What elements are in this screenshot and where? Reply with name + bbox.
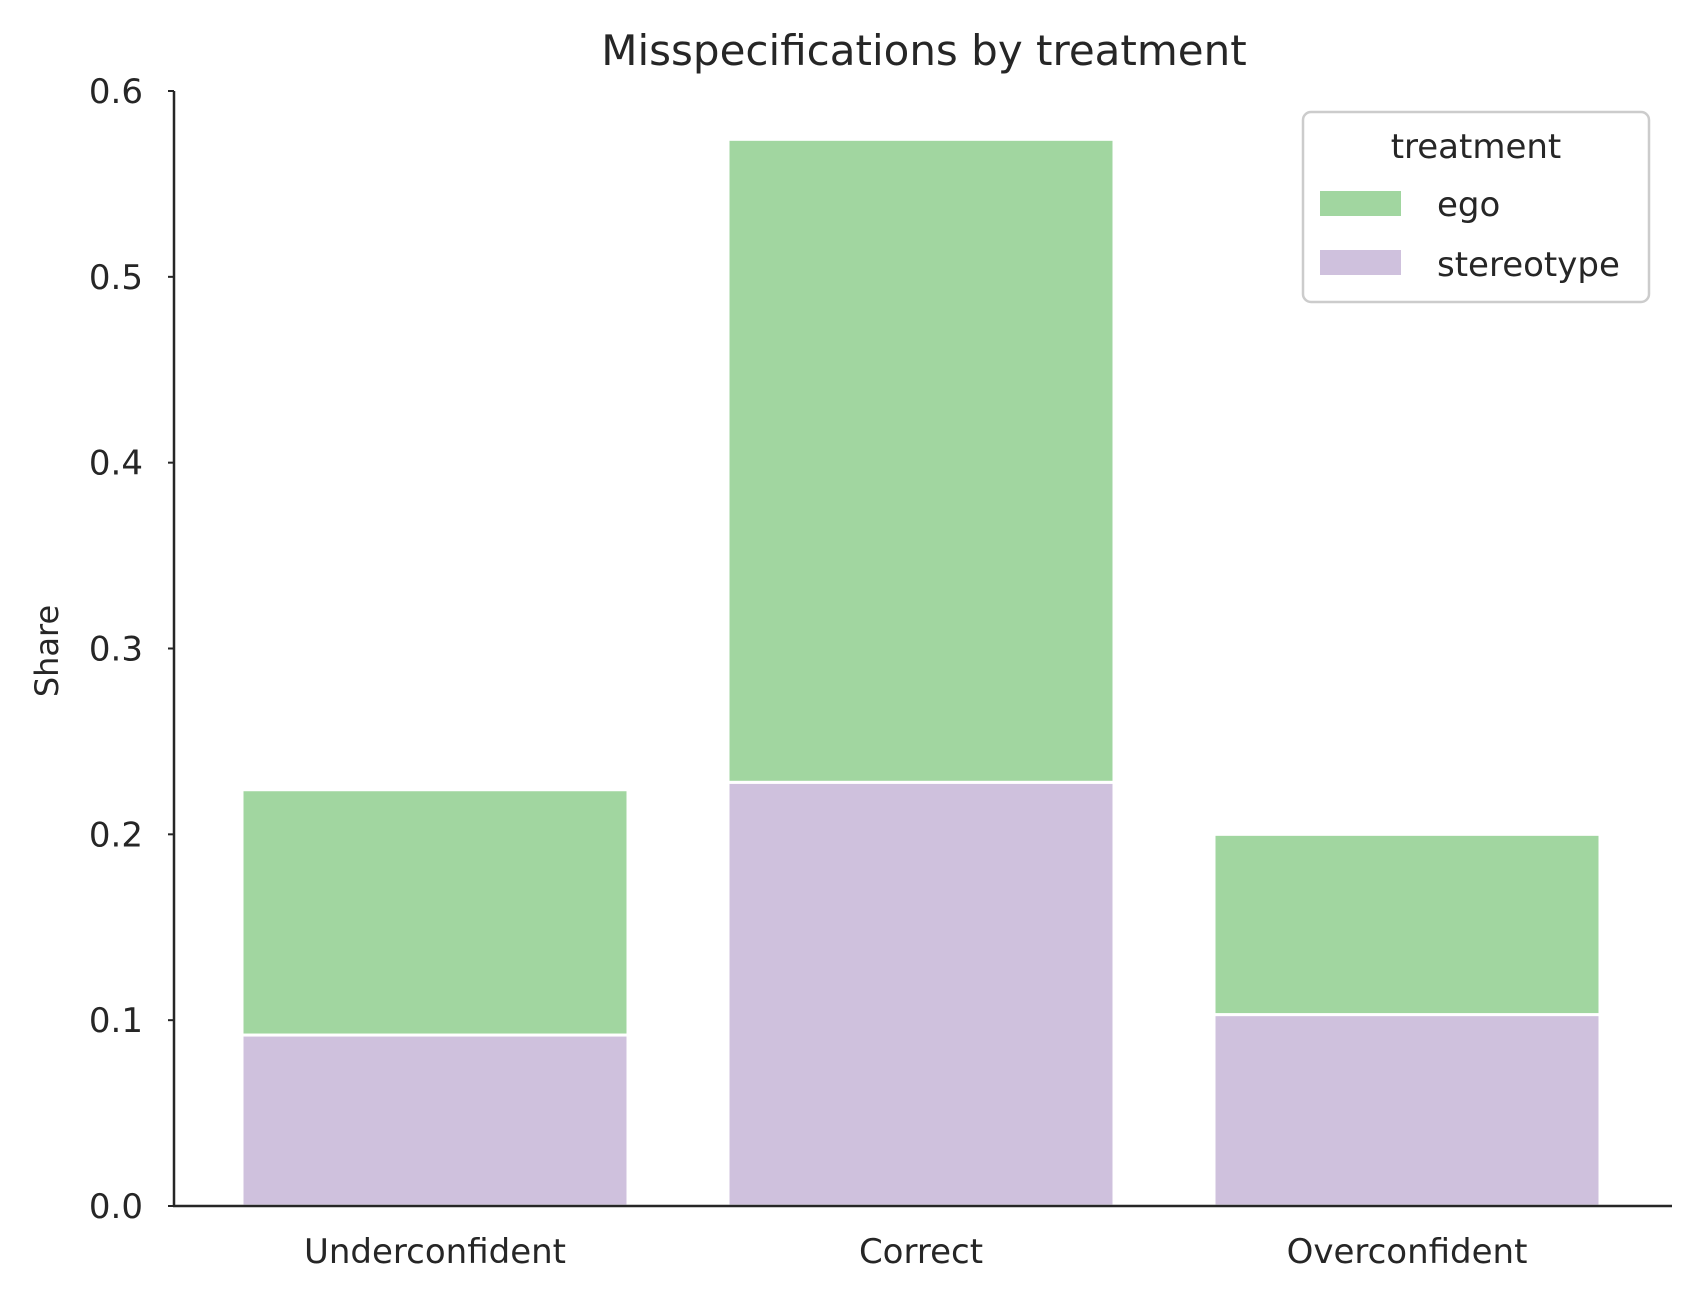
bar-ego bbox=[726, 137, 1116, 784]
y-tick-label: 0.1 bbox=[89, 1001, 143, 1041]
y-axis-label: Share bbox=[28, 605, 66, 697]
legend-swatch-stereotype bbox=[1320, 250, 1401, 275]
y-tick-label: 0.5 bbox=[89, 258, 143, 298]
y-tick-label: 0.2 bbox=[89, 815, 143, 855]
x-ticks-group: Underconfident Correct Overconfident bbox=[304, 1232, 1527, 1272]
bar-ego bbox=[240, 788, 630, 1037]
bar-ego bbox=[1212, 832, 1602, 1017]
y-tick-label: 0.6 bbox=[89, 72, 143, 112]
y-ticks-group: 0.0 0.1 0.2 0.3 0.4 0.5 0.6 bbox=[89, 72, 174, 1227]
bar-stereotype bbox=[1212, 1013, 1602, 1208]
legend-label-ego: ego bbox=[1437, 185, 1500, 225]
legend-label-stereotype: stereotype bbox=[1437, 245, 1620, 285]
chart-title: Misspecifications by treatment bbox=[601, 26, 1246, 75]
x-tick-label: Underconfident bbox=[304, 1232, 566, 1272]
bar-stereotype bbox=[240, 1033, 630, 1208]
y-tick-label: 0.4 bbox=[89, 444, 143, 484]
legend: treatment ego stereotype bbox=[1301, 110, 1651, 304]
legend-title: treatment bbox=[1391, 127, 1562, 167]
y-tick-label: 0.3 bbox=[89, 630, 143, 670]
bar-stereotype bbox=[726, 780, 1116, 1208]
y-tick-label: 0.0 bbox=[89, 1187, 143, 1227]
x-tick-label: Overconfident bbox=[1287, 1232, 1528, 1272]
x-tick-label: Correct bbox=[859, 1232, 983, 1272]
bars-group bbox=[240, 137, 1602, 1208]
legend-swatch-ego bbox=[1320, 191, 1401, 216]
